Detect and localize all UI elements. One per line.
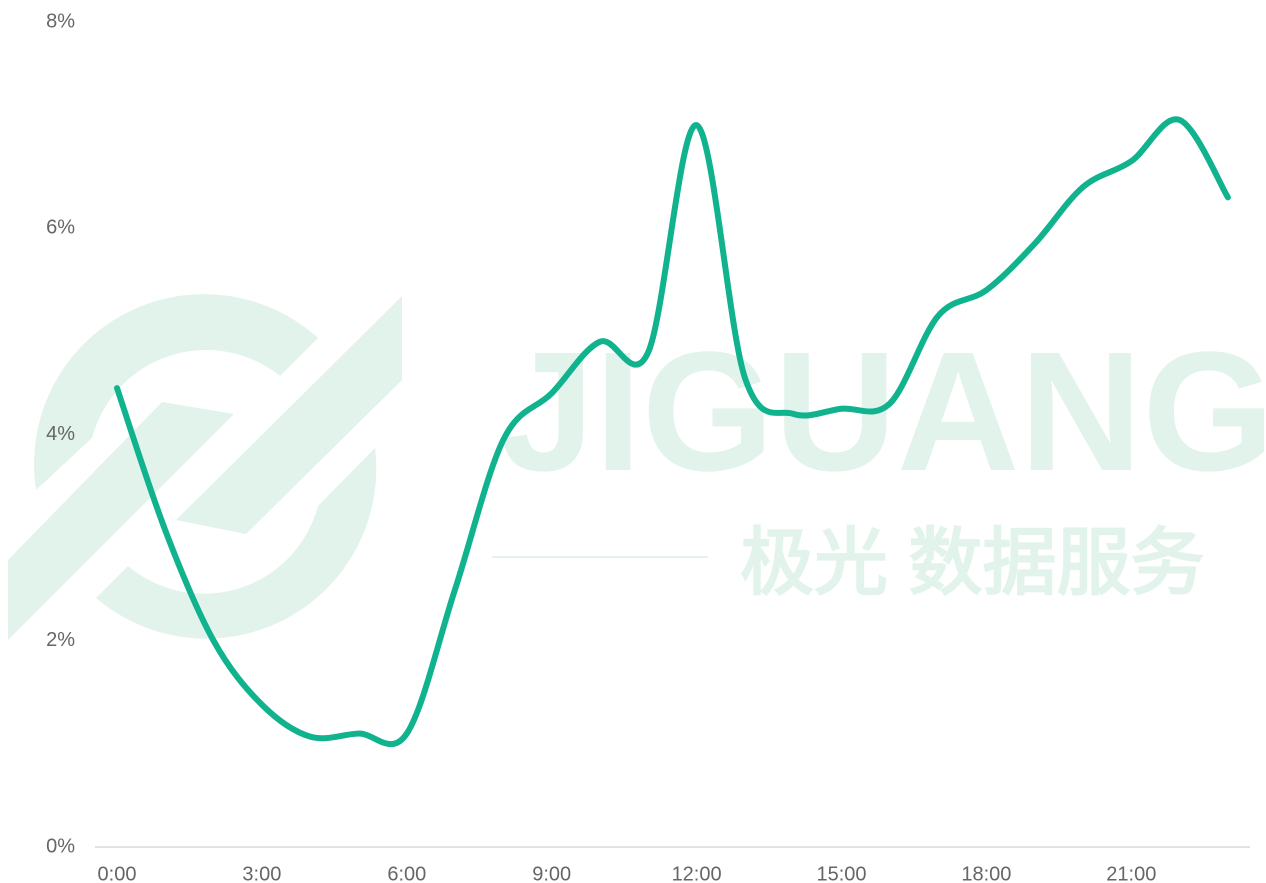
x-tick-label: 3:00 xyxy=(242,863,281,883)
logo-arc xyxy=(96,448,377,639)
x-tick-label: 21:00 xyxy=(1106,863,1156,883)
x-tick-label: 15:00 xyxy=(816,863,866,883)
watermark: JIGUANG 极光 数据服务 xyxy=(8,294,1266,640)
x-tick-label: 9:00 xyxy=(532,863,571,883)
watermark-text: JIGUANG xyxy=(500,317,1266,507)
x-tick-label: 0:00 xyxy=(98,863,137,883)
logo-bar xyxy=(8,402,234,640)
y-tick-label: 4% xyxy=(46,423,75,445)
y-tick-label: 8% xyxy=(46,10,75,32)
logo-bar xyxy=(176,296,402,534)
logo-arc xyxy=(34,294,318,490)
x-tick-label: 18:00 xyxy=(961,863,1011,883)
y-tick-label: 6% xyxy=(46,217,75,239)
x-tick-label: 6:00 xyxy=(387,863,426,883)
y-tick-label: 2% xyxy=(46,629,75,651)
watermark-text: 极光 数据服务 xyxy=(740,521,1205,604)
x-tick-label: 12:00 xyxy=(672,863,722,883)
line xyxy=(114,116,1231,748)
y-tick-label: 0% xyxy=(46,835,75,857)
